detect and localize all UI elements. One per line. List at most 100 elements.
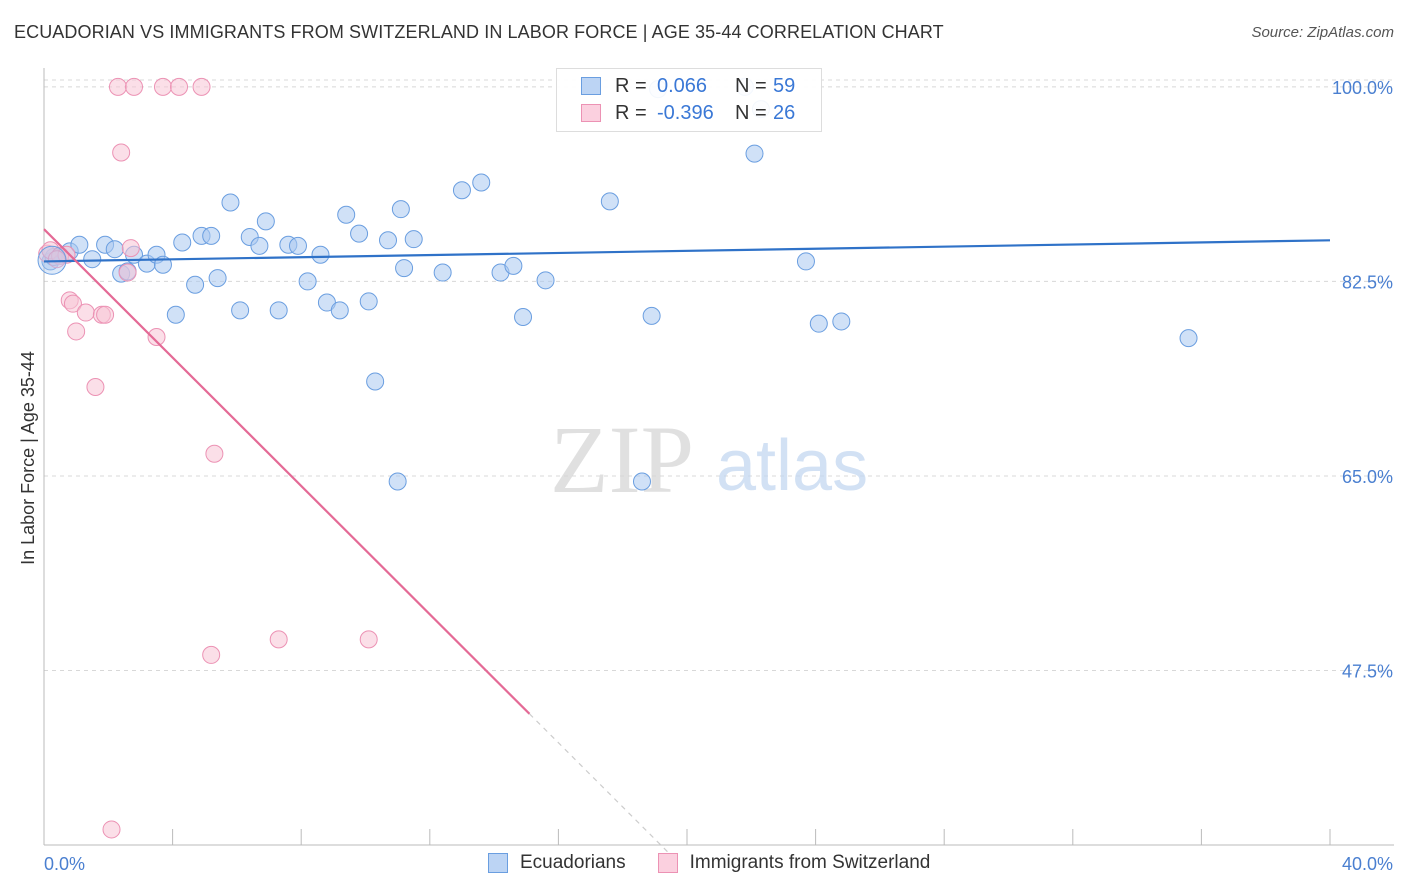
ecuadorian-point bbox=[404, 230, 423, 249]
ecuadorian-point bbox=[186, 275, 205, 294]
ecuadorian-point bbox=[330, 301, 349, 320]
ecuadorians-legend-swatch bbox=[488, 853, 508, 873]
ecuadorian-point bbox=[366, 372, 385, 391]
ecuadorian-point bbox=[337, 205, 356, 224]
switzerland-point bbox=[67, 322, 86, 341]
legend-row-ecuadorians: R = 0.066 N = 59 bbox=[581, 74, 795, 98]
ecuadorian-point bbox=[832, 312, 851, 331]
ecuadorian-point bbox=[391, 200, 410, 219]
ecuadorian-point bbox=[166, 305, 185, 324]
switzerland-trend-extension bbox=[529, 713, 675, 859]
stats-legend: R = 0.066 N = 59 R = -0.396 N = 26 bbox=[556, 68, 822, 132]
ecuadorian-point bbox=[632, 472, 651, 491]
ecuadorians-r-value: 0.066 bbox=[657, 74, 708, 97]
switzerland-point bbox=[125, 77, 144, 96]
switzerland-point bbox=[86, 378, 105, 397]
ecuadorian-point bbox=[536, 271, 555, 290]
ecuadorian-point bbox=[452, 181, 471, 200]
watermark-zip: ZIP bbox=[550, 406, 694, 513]
switzerland-point bbox=[147, 328, 166, 347]
ecuadorian-point bbox=[514, 307, 533, 326]
ecuadorian-point bbox=[298, 272, 317, 291]
ecuadorian-point bbox=[256, 212, 275, 231]
legend-item-ecuadorians[interactable]: Ecuadorians bbox=[488, 852, 626, 874]
x-tick-label: 40.0% bbox=[1342, 854, 1393, 874]
ecuadorians-legend-label: Ecuadorians bbox=[520, 852, 626, 873]
switzerland-point bbox=[153, 77, 172, 96]
ecuadorian-point bbox=[70, 235, 89, 254]
r-label: R = bbox=[615, 74, 647, 97]
ecuadorian-point bbox=[173, 233, 192, 252]
y-axis-title: In Labor Force | Age 35-44 bbox=[18, 351, 38, 565]
ecuadorian-point bbox=[796, 252, 815, 271]
switzerland-point bbox=[63, 294, 82, 313]
switzerland-swatch bbox=[581, 104, 601, 122]
y-tick-label: 65.0% bbox=[1342, 467, 1393, 487]
switzerland-legend-swatch bbox=[657, 853, 678, 873]
gridlines bbox=[44, 79, 1394, 671]
switzerland-point bbox=[76, 303, 95, 322]
ecuadorian-point bbox=[388, 472, 407, 491]
y-tick-label: 47.5% bbox=[1342, 661, 1393, 681]
ecuadorian-point bbox=[202, 226, 221, 245]
y-tick-label: 100.0% bbox=[1332, 78, 1393, 98]
ecuadorian-point bbox=[105, 240, 124, 259]
ecuadorians-swatch bbox=[581, 77, 601, 95]
n-label: N = bbox=[735, 74, 767, 97]
ecuadorian-point bbox=[231, 301, 250, 320]
switzerland-r-value: -0.396 bbox=[657, 101, 714, 124]
legend-item-switzerland[interactable]: Immigrants from Switzerland bbox=[657, 852, 931, 874]
ecuadorian-point bbox=[83, 250, 102, 269]
ecuadorian-point bbox=[504, 256, 523, 275]
switzerland-point bbox=[359, 630, 378, 649]
ecuadorian-point bbox=[250, 236, 269, 255]
switzerland-n-value: 26 bbox=[773, 101, 796, 124]
ecuadorian-point bbox=[221, 193, 240, 212]
switzerland-point bbox=[47, 250, 66, 269]
switzerland-point bbox=[170, 77, 189, 96]
switzerland-point bbox=[118, 263, 137, 282]
switzerland-point bbox=[121, 239, 140, 258]
source-label[interactable]: Source: ZipAtlas.com bbox=[1251, 24, 1394, 41]
axis-labels: 100.0% 82.5% 65.0% 47.5% 0.0% 40.0% bbox=[44, 78, 1393, 874]
n-label: N = bbox=[735, 101, 767, 124]
trend-lines bbox=[43, 228, 1331, 859]
ecuadorian-point bbox=[745, 144, 764, 163]
ecuadorian-trend-line bbox=[43, 239, 1331, 263]
ecuadorian-point bbox=[208, 269, 227, 288]
switzerland-point bbox=[192, 77, 211, 96]
ecuadorian-point bbox=[269, 301, 288, 320]
ecuadorian-point bbox=[311, 245, 330, 264]
switzerland-point bbox=[205, 444, 224, 463]
ecuadorian-point bbox=[350, 224, 369, 243]
ecuadorian-point bbox=[433, 263, 452, 282]
switzerland-point bbox=[202, 645, 221, 664]
switzerland-point bbox=[96, 305, 115, 324]
ecuadorian-point bbox=[395, 259, 414, 278]
x-tick-label: 0.0% bbox=[44, 854, 85, 874]
ecuadorian-point bbox=[642, 306, 661, 325]
switzerland-trend-line bbox=[43, 228, 531, 715]
switzerland-point bbox=[112, 143, 131, 162]
switzerland-point bbox=[269, 630, 288, 649]
ecuadorian-point bbox=[1179, 329, 1198, 348]
r-label: R = bbox=[615, 101, 647, 124]
switzerland-legend-label: Immigrants from Switzerland bbox=[689, 852, 931, 873]
watermark-atlas: atlas bbox=[716, 426, 868, 506]
ecuadorian-point bbox=[809, 314, 828, 333]
switzerland-point bbox=[108, 77, 127, 96]
ecuadorian-point bbox=[359, 292, 378, 311]
series-legend: Ecuadorians Immigrants from Switzerland bbox=[488, 852, 962, 874]
chart-title: ECUADORIAN VS IMMIGRANTS FROM SWITZERLAN… bbox=[14, 22, 944, 42]
legend-row-switzerland: R = -0.396 N = 26 bbox=[581, 101, 795, 125]
ecuadorian-point bbox=[472, 173, 491, 192]
ecuadorian-point bbox=[379, 231, 398, 250]
ecuadorian-point bbox=[288, 236, 307, 255]
y-tick-label: 82.5% bbox=[1342, 272, 1393, 292]
ecuadorian-point bbox=[600, 192, 619, 211]
axes bbox=[43, 68, 1394, 846]
data-points bbox=[37, 77, 1198, 839]
ecuadorians-n-value: 59 bbox=[773, 74, 796, 97]
switzerland-point bbox=[102, 820, 121, 839]
